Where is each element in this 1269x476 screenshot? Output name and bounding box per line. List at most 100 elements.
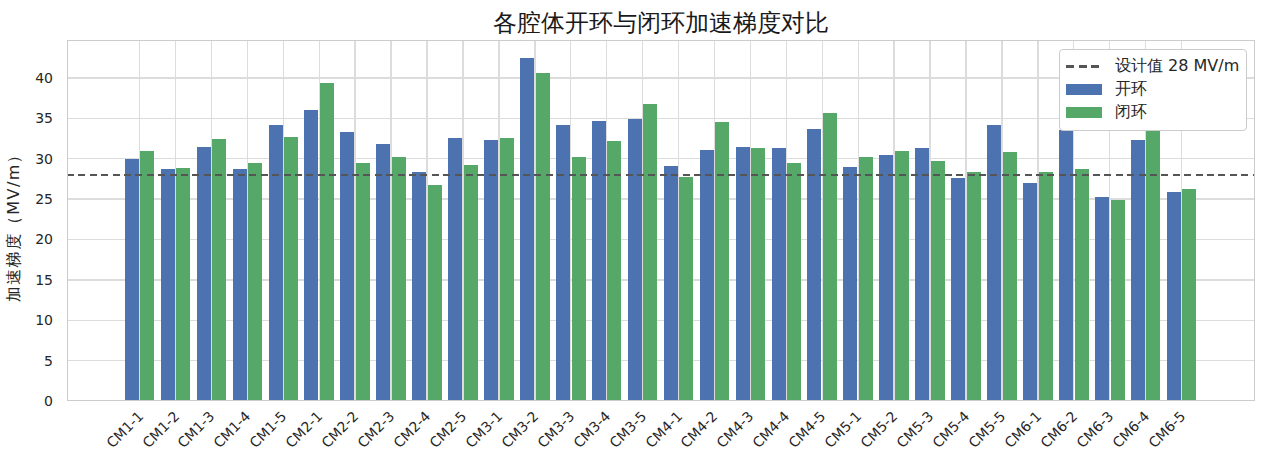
bar-open-loop-CM1-5 [269,125,283,401]
chart-title: 各腔体开环与闭环加速梯度对比 [67,10,1255,37]
bar-open-loop-CM2-4 [412,172,426,401]
bar-closed-loop-CM3-1 [500,138,514,401]
legend-item-design-value: 设计值 28 MV/m [1066,55,1236,78]
bar-closed-loop-CM3-3 [572,157,586,401]
x-tick-label: CM1-1 [103,408,146,451]
x-tick-label: CM2-4 [390,408,433,451]
bar-open-loop-CM1-4 [233,169,247,401]
bar-closed-loop-CM4-4 [787,163,801,401]
bar-open-loop-CM6-3 [1095,197,1109,401]
design-value-dashed-line-swatch [1066,65,1101,67]
bar-open-loop-CM6-2 [1059,130,1073,401]
y-tick-label: 0 [0,392,53,410]
x-tick-label: CM6-3 [1073,408,1116,451]
bar-open-loop-CM3-2 [520,58,534,401]
x-tick-label: CM4-3 [714,408,757,451]
x-tick-label: CM2-2 [319,408,362,451]
bar-open-loop-CM2-1 [304,110,318,401]
bar-closed-loop-CM5-5 [1003,152,1017,401]
x-tick-label: CM3-4 [570,408,613,451]
bar-open-loop-CM4-3 [736,147,750,401]
bar-open-loop-CM5-1 [843,167,857,401]
bar-closed-loop-CM6-4 [1146,130,1160,401]
bar-closed-loop-CM4-3 [751,148,765,401]
x-tick-label: CM1-2 [139,408,182,451]
y-tick-label: 10 [0,311,53,329]
legend-label-design-value: 设计值 28 MV/m [1115,56,1239,77]
y-tick-label: 5 [0,352,53,370]
bar-closed-loop-CM3-2 [536,73,550,401]
bar-open-loop-CM3-1 [484,140,498,401]
bar-closed-loop-CM2-4 [428,185,442,401]
h-gridline [67,158,1255,159]
x-tick-label: CM5-1 [822,408,865,451]
bar-closed-loop-CM2-5 [464,165,478,401]
legend-item-closed-loop: 闭环 [1066,101,1236,124]
x-tick-label: CM5-2 [857,408,900,451]
x-tick-label: CM4-4 [750,408,793,451]
bar-open-loop-CM2-3 [376,144,390,401]
x-tick-label: CM3-1 [462,408,505,451]
x-tick-label: CM4-5 [786,408,829,451]
bar-closed-loop-CM1-5 [284,137,298,401]
bar-closed-loop-CM6-1 [1039,172,1053,401]
bar-open-loop-CM1-3 [197,147,211,401]
bar-open-loop-CM4-4 [772,148,786,401]
bar-open-loop-CM2-2 [340,132,354,401]
bar-closed-loop-CM6-2 [1075,169,1089,401]
x-tick-label: CM2-1 [283,408,326,451]
x-tick-label: CM5-4 [929,408,972,451]
x-tick-label: CM6-4 [1109,408,1152,451]
bar-open-loop-CM3-5 [628,119,642,401]
bar-closed-loop-CM2-3 [392,157,406,401]
x-tick-label: CM3-5 [606,408,649,451]
bar-closed-loop-CM1-4 [248,163,262,401]
design-value-reference-line [67,174,1255,176]
bar-open-loop-CM1-2 [161,169,175,401]
x-tick-label: CM5-3 [893,408,936,451]
bar-open-loop-CM5-2 [879,155,893,401]
y-tick-label: 40 [0,69,53,87]
bar-open-loop-CM4-5 [807,129,821,401]
bar-closed-loop-CM4-5 [823,113,837,401]
bar-closed-loop-CM5-4 [967,172,981,401]
bar-open-loop-CM4-1 [664,166,678,401]
bar-closed-loop-CM3-5 [643,104,657,401]
legend-item-open-loop: 开环 [1066,78,1236,101]
x-tick-label: CM6-1 [1001,408,1044,451]
closed-loop-color-swatch [1066,107,1102,119]
bar-open-loop-CM3-3 [556,125,570,401]
bar-closed-loop-CM1-1 [140,151,154,401]
legend-label-open-loop: 开环 [1115,79,1147,100]
x-tick-label: CM2-5 [426,408,469,451]
y-tick-label: 30 [0,150,53,168]
bar-closed-loop-CM1-2 [176,168,190,401]
bar-open-loop-CM5-5 [987,125,1001,401]
x-tick-label: CM3-3 [534,408,577,451]
y-tick-label: 20 [0,230,53,248]
x-tick-label: CM6-2 [1037,408,1080,451]
bar-closed-loop-CM1-3 [212,139,226,401]
y-tick-label: 35 [0,109,53,127]
bar-open-loop-CM6-5 [1167,192,1181,401]
bar-closed-loop-CM5-3 [931,161,945,401]
bar-open-loop-CM5-4 [951,178,965,401]
bar-closed-loop-CM3-4 [607,141,621,401]
bar-closed-loop-CM5-2 [895,151,909,401]
y-tick-label: 25 [0,190,53,208]
x-tick-label: CM4-2 [678,408,721,451]
x-tick-label: CM1-4 [211,408,254,451]
bar-open-loop-CM1-1 [125,159,139,401]
x-tick-label: CM6-5 [1145,408,1188,451]
open-loop-color-swatch [1066,84,1102,96]
bar-open-loop-CM2-5 [448,138,462,401]
y-tick-label: 15 [0,271,53,289]
bar-closed-loop-CM2-2 [356,163,370,401]
bar-closed-loop-CM2-1 [320,83,334,401]
legend: 设计值 28 MV/m 开环 闭环 [1059,49,1247,131]
x-tick-label: CM2-3 [354,408,397,451]
legend-label-closed-loop: 闭环 [1115,102,1147,123]
bar-closed-loop-CM5-1 [859,157,873,401]
bar-open-loop-CM6-4 [1131,140,1145,401]
bar-closed-loop-CM6-5 [1182,189,1196,401]
